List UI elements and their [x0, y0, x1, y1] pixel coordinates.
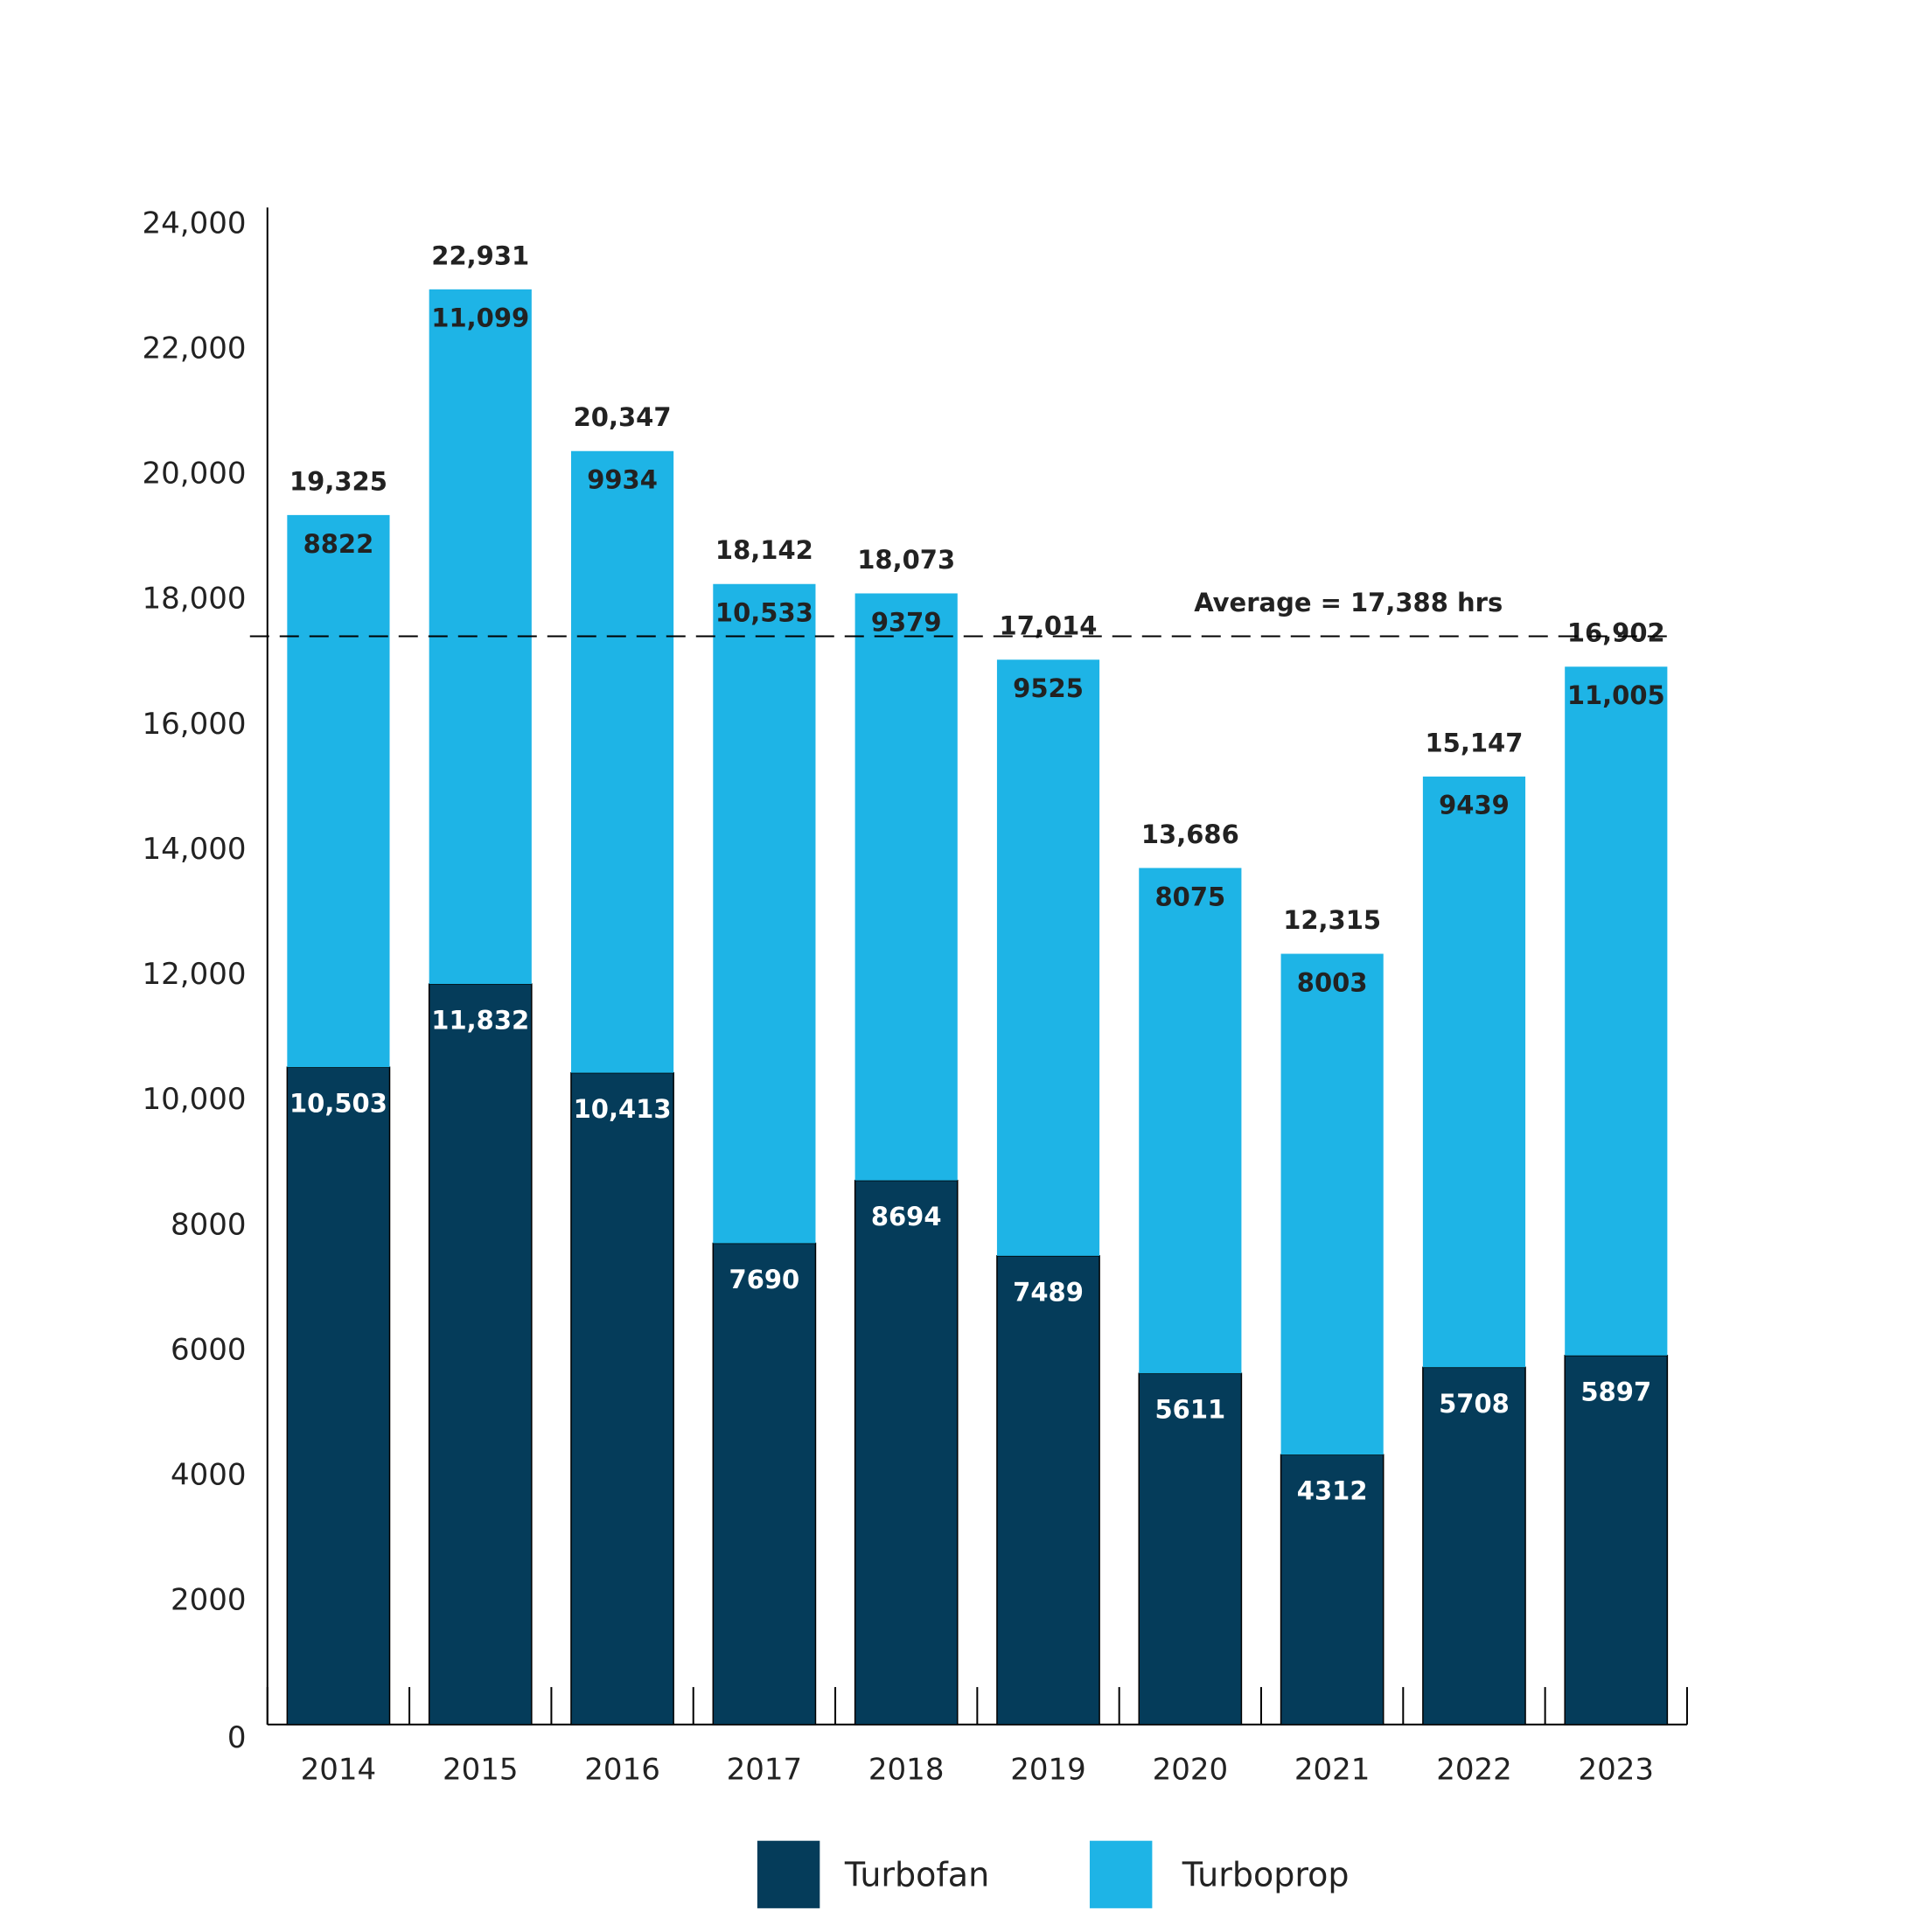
- y-tick-label: 14,000: [143, 832, 247, 867]
- y-tick-label: 16,000: [143, 707, 247, 742]
- x-tick-label: 2019: [1010, 1753, 1086, 1788]
- total-value-label: 12,315: [1283, 905, 1381, 935]
- bar-turbofan: [1280, 1454, 1384, 1726]
- axes: 0 2000 4000 6000 8000 10,000 12,000 14,000 16,00…: [143, 206, 1688, 1788]
- y-tick-label: 12,000: [143, 957, 247, 992]
- bar-turbofan: [286, 1066, 391, 1726]
- turbofan-value-label: 11,832: [431, 1006, 529, 1036]
- turboprop-value-label: 9525: [1013, 673, 1084, 703]
- turboprop-value-label: 9439: [1439, 791, 1510, 820]
- bar-turboprop: [287, 514, 390, 1068]
- turboprop-value-label: 8822: [303, 529, 374, 559]
- y-tick-label: 24,000: [143, 206, 247, 241]
- x-tick-label: 2023: [1579, 1753, 1655, 1788]
- total-value-label: 15,147: [1426, 728, 1524, 757]
- turbofan-value-label: 10,503: [289, 1089, 387, 1119]
- turbofan-value-label: 5897: [1580, 1377, 1651, 1406]
- bar-turboprop: [713, 583, 816, 1244]
- turboprop-value-label: 11,005: [1567, 680, 1665, 710]
- y-tick-label: 10,000: [143, 1082, 247, 1117]
- turbofan-value-label: 4312: [1297, 1476, 1368, 1506]
- bar-turboprop: [1422, 776, 1526, 1368]
- turbofan-value-label: 10,413: [574, 1094, 672, 1124]
- legend-label: Turbofan: [844, 1855, 989, 1894]
- y-tick-label: 2000: [171, 1583, 247, 1618]
- average-line-group: Average = 17,388 hrs: [249, 588, 1672, 638]
- turboprop-value-label: 9934: [587, 465, 658, 495]
- legend: Turbofan Turboprop: [757, 1840, 1350, 1908]
- turboprop-value-label: 8075: [1154, 882, 1225, 911]
- x-tick-label: 2017: [727, 1753, 803, 1788]
- total-value-label: 16,902: [1567, 618, 1665, 648]
- bar-turbofan: [1564, 1355, 1669, 1726]
- y-tick-label: 18,000: [143, 582, 247, 617]
- x-tick-label: 2015: [443, 1753, 519, 1788]
- total-value-label: 17,014: [1000, 611, 1098, 641]
- turboprop-value-label: 9379: [871, 607, 942, 637]
- x-tick-label: 2014: [301, 1753, 377, 1788]
- x-tick-label: 2016: [584, 1753, 660, 1788]
- bar-turbofan: [570, 1071, 674, 1726]
- turbofan-value-label: 7489: [1013, 1277, 1084, 1307]
- value-labels: 10,503 8822 19,325 11,832 11,099 22,931 10,413…: [289, 241, 1665, 1505]
- total-value-label: 22,931: [431, 241, 529, 270]
- bar-turbofan: [1138, 1372, 1243, 1726]
- bars: [286, 289, 1669, 1726]
- bar-turbofan: [712, 1242, 817, 1726]
- legend-swatch: [1089, 1840, 1153, 1908]
- bar-turbofan: [1422, 1366, 1526, 1726]
- legend-swatch: [757, 1840, 820, 1908]
- x-tick-label: 2018: [868, 1753, 945, 1788]
- bar-turbofan: [996, 1255, 1100, 1726]
- total-value-label: 19,325: [289, 466, 387, 496]
- average-label: Average = 17,388 hrs: [1194, 588, 1503, 617]
- bar-turboprop: [1139, 868, 1242, 1374]
- total-value-label: 18,142: [715, 535, 813, 565]
- y-tick-label: 6000: [171, 1332, 247, 1367]
- x-tick-label: 2021: [1294, 1753, 1371, 1788]
- turbofan-value-label: 5708: [1439, 1389, 1510, 1419]
- turboprop-value-label: 11,099: [431, 303, 529, 333]
- bar-turboprop: [854, 593, 958, 1181]
- turbofan-value-label: 7690: [729, 1265, 800, 1294]
- total-value-label: 18,073: [857, 545, 955, 575]
- y-tick-label: 4000: [171, 1458, 247, 1493]
- turbofan-value-label: 8694: [871, 1202, 942, 1231]
- y-tick-label: 22,000: [143, 331, 247, 366]
- bar-turboprop: [570, 450, 674, 1073]
- turboprop-value-label: 10,533: [715, 598, 813, 628]
- bar-turboprop: [996, 659, 1100, 1256]
- y-tick-label: 0: [227, 1720, 247, 1755]
- total-value-label: 13,686: [1141, 820, 1239, 849]
- total-value-label: 20,347: [574, 402, 672, 432]
- turboprop-value-label: 8003: [1297, 967, 1368, 997]
- bar-turboprop: [1280, 953, 1384, 1455]
- turbofan-value-label: 5611: [1154, 1395, 1225, 1425]
- y-tick-label: 20,000: [143, 457, 247, 492]
- legend-label: Turboprop: [1182, 1855, 1350, 1894]
- bar-turboprop: [1565, 666, 1668, 1356]
- bar-turbofan: [428, 983, 533, 1726]
- y-tick-label: 8000: [171, 1207, 247, 1242]
- x-tick-label: 2020: [1153, 1753, 1229, 1788]
- x-tick-label: 2022: [1436, 1753, 1512, 1788]
- bar-turbofan: [854, 1179, 959, 1726]
